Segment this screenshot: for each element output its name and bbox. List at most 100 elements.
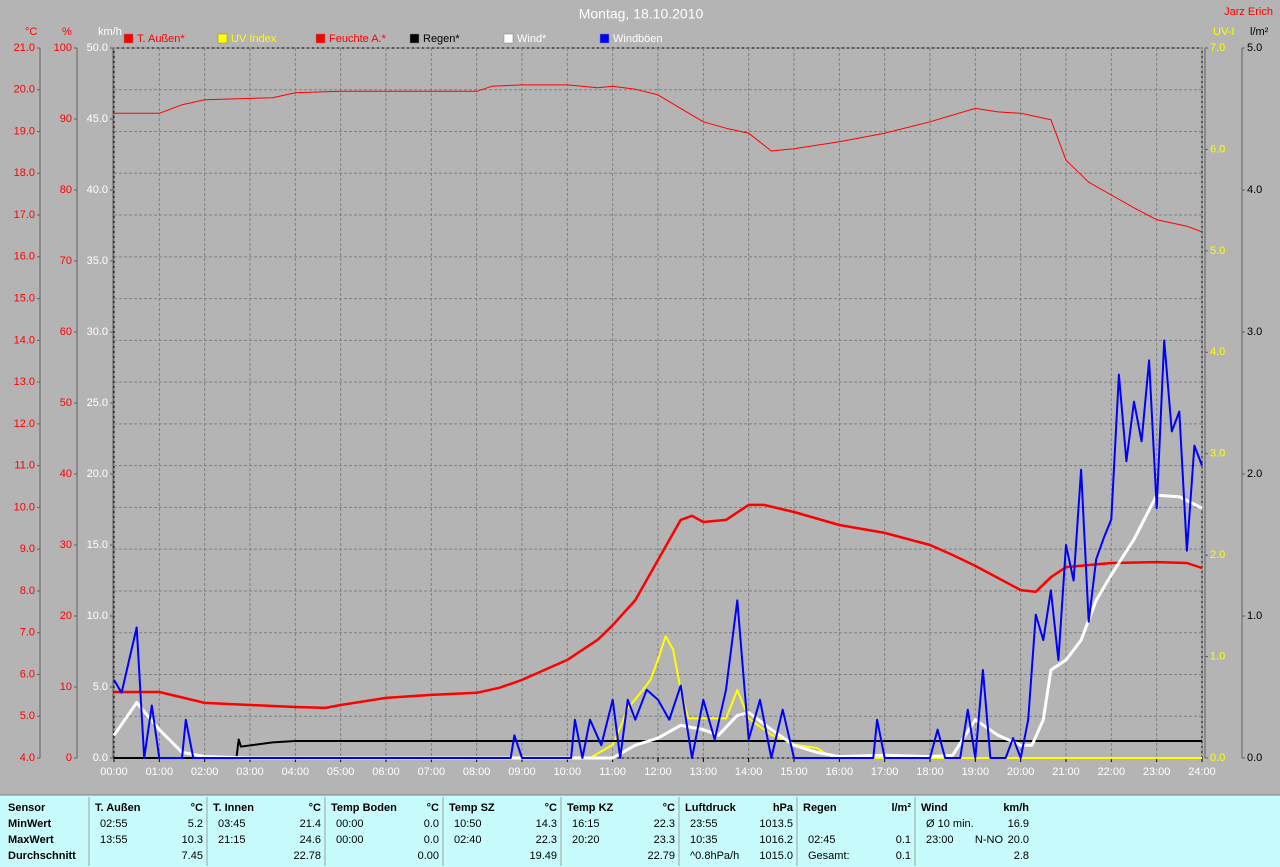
y-axis-unit: l/m² bbox=[1250, 26, 1269, 38]
cell-value: 5.2 bbox=[188, 818, 203, 830]
cell-value: 0.1 bbox=[896, 850, 911, 862]
axes: 00:00 01:00 02:00 03:00 04:00 05:00 06:00 07:00… bbox=[14, 26, 1269, 778]
cell-value: 0.0 bbox=[424, 818, 439, 830]
x-tick-label: 04:00 bbox=[282, 766, 310, 778]
y-axis-unit: % bbox=[62, 26, 72, 38]
legend-swatch bbox=[217, 33, 228, 44]
row-label: MinWert bbox=[8, 818, 52, 830]
cell-time: 02:45 bbox=[808, 834, 836, 846]
legend-label: UV Index bbox=[231, 33, 277, 45]
y-axis-unit: °C bbox=[25, 26, 37, 38]
series-lines bbox=[112, 84, 1203, 760]
column-header: T. Außen bbox=[95, 802, 141, 814]
x-tick-label: 00:00 bbox=[100, 766, 128, 778]
series-line bbox=[114, 503, 1203, 710]
column-unit: °C bbox=[191, 802, 203, 814]
legend-swatch bbox=[409, 33, 420, 44]
y-tick-label: 90 bbox=[60, 113, 72, 125]
x-tick-label: 21:00 bbox=[1052, 766, 1080, 778]
cell-value: 16.9 bbox=[1008, 818, 1029, 830]
y-tick-label: 10 bbox=[60, 681, 72, 693]
cell-time: Ø 10 min. bbox=[926, 818, 974, 830]
cell-value: 19.49 bbox=[529, 850, 557, 862]
y-tick-label: 17.0 bbox=[14, 209, 35, 221]
y-tick-label: 20 bbox=[60, 610, 72, 622]
cell-value: 24.6 bbox=[300, 834, 321, 846]
cell-time: 20:20 bbox=[572, 834, 600, 846]
column-unit: l/m² bbox=[891, 802, 911, 814]
y-tick-label: 40 bbox=[60, 468, 72, 480]
y-tick-label: 20.0 bbox=[14, 84, 35, 96]
x-tick-label: 24:00 bbox=[1188, 766, 1216, 778]
y-tick-label: 80 bbox=[60, 184, 72, 196]
column-unit: °C bbox=[309, 802, 321, 814]
cell-value: 14.3 bbox=[536, 818, 557, 830]
cell-value: 0.0 bbox=[424, 834, 439, 846]
column-header: T. Innen bbox=[213, 802, 254, 814]
y-tick-label: 60 bbox=[60, 326, 72, 338]
legend-label: Feuchte A.* bbox=[329, 33, 387, 45]
cell-value: 22.78 bbox=[293, 850, 321, 862]
cell-time: Gesamt: bbox=[808, 850, 850, 862]
cell-time: 02:55 bbox=[100, 818, 128, 830]
cell-time: 02:40 bbox=[454, 834, 482, 846]
cell-time: 00:00 bbox=[336, 834, 364, 846]
x-tick-label: 15:00 bbox=[780, 766, 808, 778]
legend-label: Wind* bbox=[517, 33, 547, 45]
cell-time: 21:15 bbox=[218, 834, 246, 846]
cell-value: 22.3 bbox=[654, 818, 675, 830]
x-tick-label: 01:00 bbox=[146, 766, 174, 778]
stats-table-background bbox=[0, 795, 1280, 867]
y-tick-label: 3.0 bbox=[1247, 326, 1262, 338]
legend-label: Regen* bbox=[423, 33, 460, 45]
y-tick-label: 19.0 bbox=[14, 125, 35, 137]
cell-value: 1015.0 bbox=[759, 850, 793, 862]
y-tick-label: 40.0 bbox=[87, 184, 108, 196]
y-tick-label: 21.0 bbox=[14, 42, 35, 54]
x-tick-label: 23:00 bbox=[1143, 766, 1171, 778]
y-tick-label: 30 bbox=[60, 539, 72, 551]
y-tick-label: 10.0 bbox=[87, 610, 108, 622]
chart-title: Montag, 18.10.2010 bbox=[579, 6, 704, 22]
cell-value: 10.3 bbox=[182, 834, 203, 846]
y-tick-label: 25.0 bbox=[87, 397, 108, 409]
column-header: Temp SZ bbox=[449, 802, 495, 814]
cell-value: 21.4 bbox=[300, 818, 321, 830]
y-tick-label: 5.0 bbox=[1247, 42, 1262, 54]
cell-value: 20.0 bbox=[1008, 834, 1029, 846]
y-tick-label: 70 bbox=[60, 255, 72, 267]
legend-swatch bbox=[315, 33, 326, 44]
y-tick-label: 35.0 bbox=[87, 255, 108, 267]
legend-label: T. Außen* bbox=[137, 33, 185, 45]
column-header: Regen bbox=[803, 802, 837, 814]
row-label: MaxWert bbox=[8, 834, 54, 846]
x-tick-label: 09:00 bbox=[508, 766, 536, 778]
cell-time: 10:35 bbox=[690, 834, 718, 846]
y-tick-label: 4.0 bbox=[20, 752, 35, 764]
stats-table: Sensor MinWert MaxWert Durchschnitt T. Außen… bbox=[8, 797, 1029, 866]
x-tick-label: 20:00 bbox=[1007, 766, 1035, 778]
y-tick-label: 6.0 bbox=[20, 668, 35, 680]
column-header: Wind bbox=[921, 802, 948, 814]
y-tick-label: 1.0 bbox=[1210, 650, 1225, 662]
y-tick-label: 18.0 bbox=[14, 167, 35, 179]
cell-value: 1016.2 bbox=[759, 834, 793, 846]
cell-time: 23:55 bbox=[690, 818, 718, 830]
series-line bbox=[113, 339, 1203, 759]
y-tick-label: 7.0 bbox=[1210, 42, 1225, 54]
y-tick-label: 6.0 bbox=[1210, 143, 1225, 155]
y-tick-label: 5.0 bbox=[1210, 245, 1225, 257]
y-tick-label: 0.0 bbox=[93, 752, 108, 764]
x-tick-label: 07:00 bbox=[418, 766, 446, 778]
y-tick-label: 50.0 bbox=[87, 42, 108, 54]
y-tick-label: 13.0 bbox=[14, 376, 35, 388]
legend: T. Außen* UV Index Feuchte A.* Regen* Wind* W… bbox=[123, 33, 663, 45]
cell-value: 22.3 bbox=[536, 834, 557, 846]
cell-direction: N-NO bbox=[975, 834, 1004, 846]
x-tick-label: 05:00 bbox=[327, 766, 355, 778]
y-tick-label: 15.0 bbox=[14, 292, 35, 304]
y-tick-label: 8.0 bbox=[20, 585, 35, 597]
y-tick-label: 15.0 bbox=[87, 539, 108, 551]
